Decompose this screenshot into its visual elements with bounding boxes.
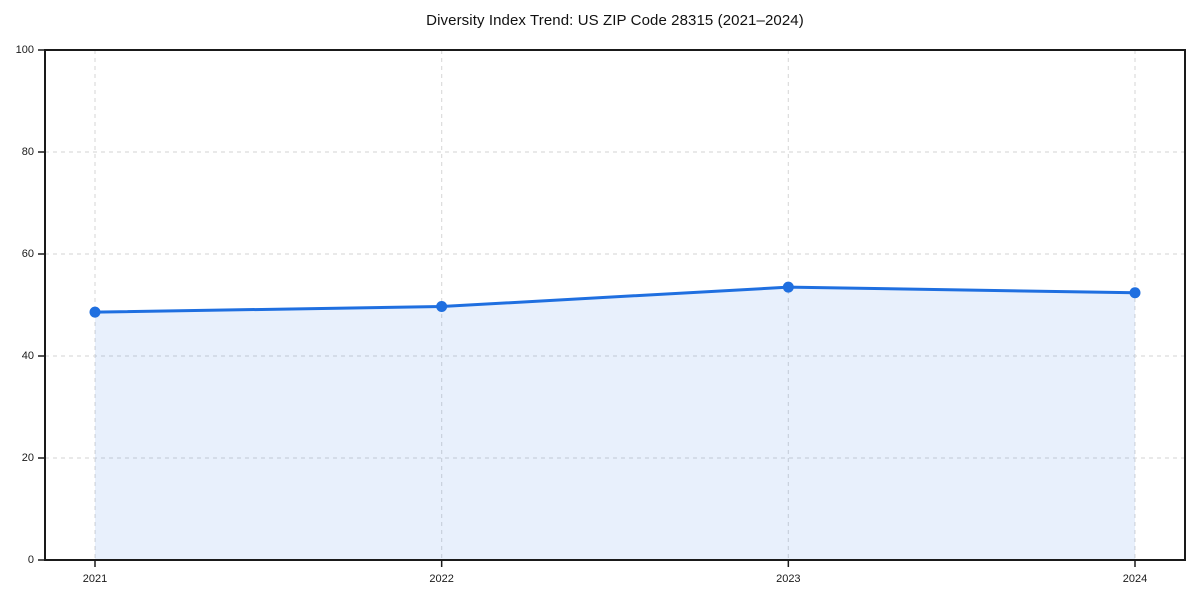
- y-tick-label: 60: [22, 248, 34, 260]
- area-fill: [95, 287, 1135, 560]
- y-tick-label: 100: [16, 44, 34, 56]
- trend-line: [93, 285, 1137, 314]
- x-tick-label: 2021: [83, 573, 107, 585]
- data-point-marker: [782, 281, 794, 293]
- x-tick-label: 2024: [1123, 573, 1147, 585]
- y-tick-label: 0: [28, 554, 34, 566]
- data-point-marker: [1129, 287, 1141, 299]
- x-tick-label: 2023: [776, 573, 800, 585]
- data-point-marker: [89, 306, 101, 318]
- y-tick-label: 80: [22, 146, 34, 158]
- y-tick-label: 40: [22, 350, 34, 362]
- data-point-marker: [436, 301, 448, 313]
- x-tick-label: 2022: [429, 573, 453, 585]
- y-tick-label: 20: [22, 452, 34, 464]
- chart-title: Diversity Index Trend: US ZIP Code 28315…: [426, 12, 804, 29]
- plot-frame: [44, 49, 1186, 561]
